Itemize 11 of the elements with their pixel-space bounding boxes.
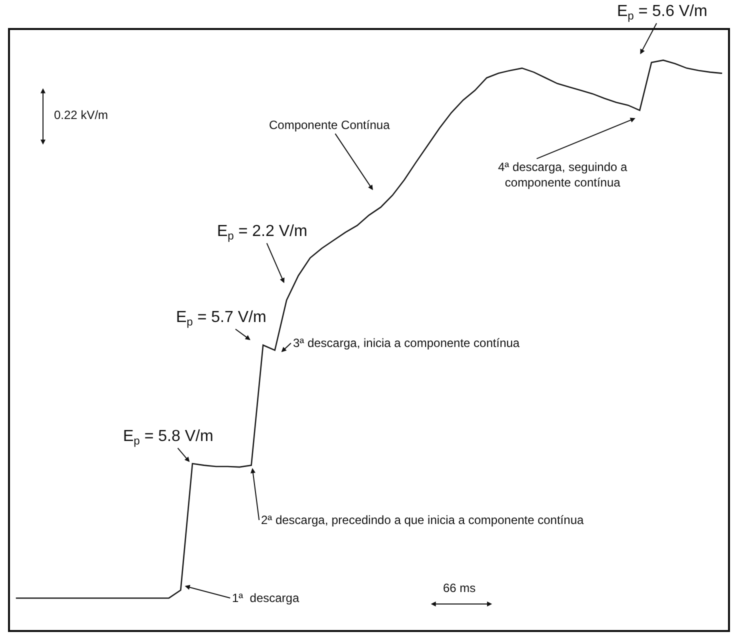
annotation: E$_{p}$ = 2.2 V/m	[217, 223, 308, 242]
annotation: 3ª descarga, inicia a componente contínua	[293, 336, 520, 350]
annotation: 4ª descarga, seguindo a componente contínua	[498, 160, 628, 190]
annotation: 1ª descarga	[232, 591, 300, 605]
annotation: Componente Contínua	[269, 118, 390, 132]
annotation: 0.22 kV/m	[54, 108, 108, 122]
annotation: E$_{p}$ = 5.8 V/m	[123, 428, 214, 448]
annotation: E$_{p}$ = 5.7 V/m	[176, 309, 266, 328]
text: E$_{p}$ = 5.6 V/m	[617, 3, 708, 22]
annotation: 66 ms	[443, 581, 476, 595]
annotation: 2ª descarga, precedindo a que inicia a componente contínua	[261, 513, 584, 527]
